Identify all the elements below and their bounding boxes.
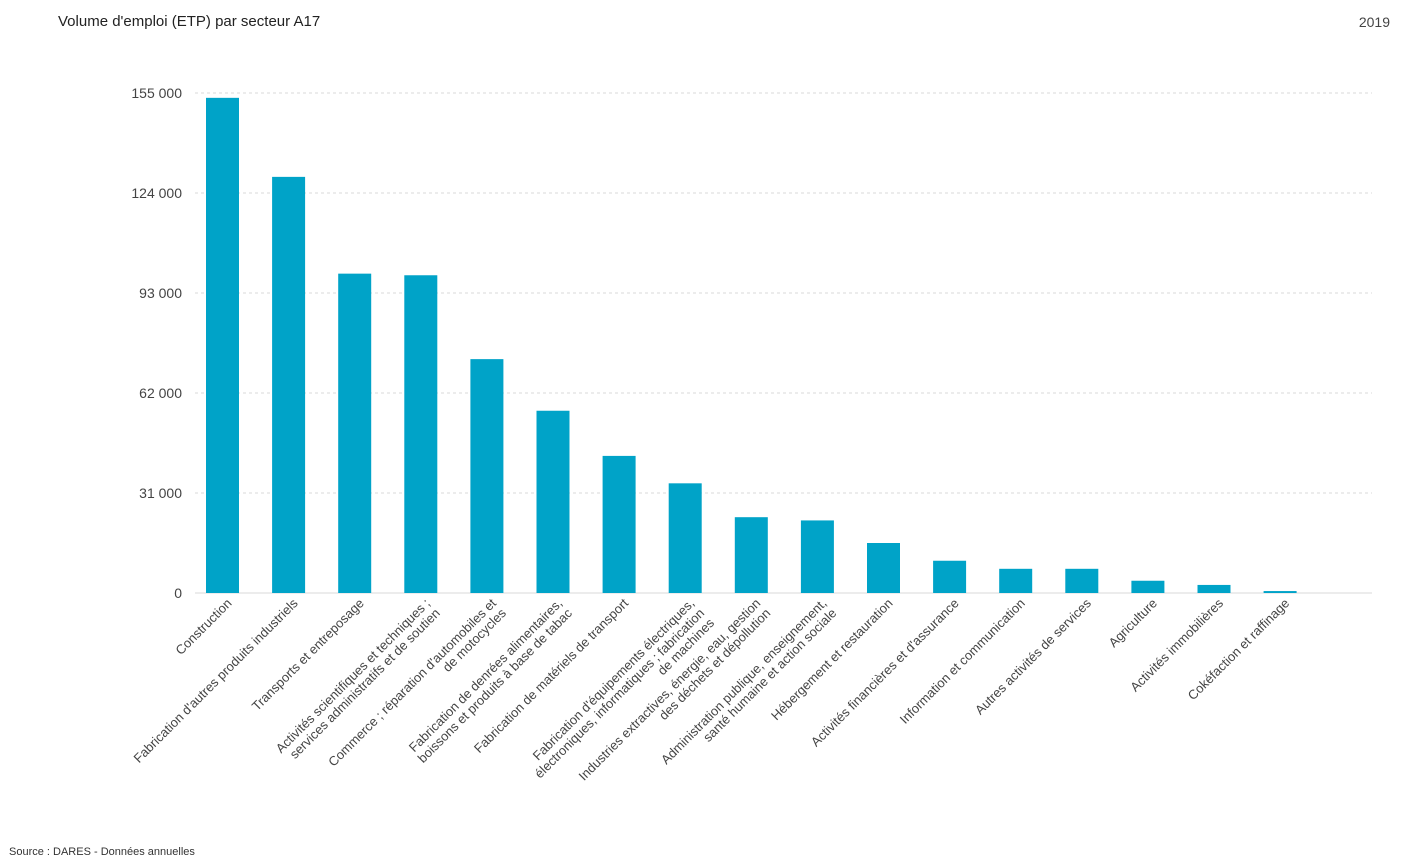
bar[interactable]: Autres activités de services [1065, 568, 1099, 593]
x-tick-label: Construction [172, 596, 234, 658]
x-tick-label: Information et communication [897, 596, 1028, 727]
bar[interactable]: Fabrication de denrées alimentaires, boi… [536, 410, 570, 593]
x-tick-label: Agriculture [1105, 596, 1160, 651]
year-label: 2019 [1358, 14, 1390, 30]
bar[interactable]: Cokéfaction et raffinage [1263, 591, 1297, 593]
y-tick-label: 31 000 [139, 485, 182, 501]
bar[interactable]: Industries extractives, énergie, eau, ge… [734, 517, 768, 593]
bar[interactable]: Fabrication de matériels de transport [602, 455, 636, 593]
source-note: Source : DARES - Données annuelles [9, 846, 195, 858]
bar[interactable]: Fabrication d'autres produits industriel… [272, 176, 306, 593]
bar[interactable]: Hébergement et restauration [867, 543, 900, 593]
chart-title: Volume d'emploi (ETP) par secteur A17 [58, 13, 321, 30]
y-axis: 0 31 000 62 000 93 000 124 000 155 000 [131, 85, 182, 601]
bars: Construction Fabrication d'autres produit… [206, 97, 1297, 593]
bar[interactable]: Transports et entreposage [338, 273, 372, 593]
bar[interactable]: Information et communication [999, 568, 1033, 593]
y-tick-label: 155 000 [131, 85, 182, 101]
y-tick-label: 62 000 [139, 385, 182, 401]
bar[interactable]: Administration publique, enseignement, s… [800, 520, 834, 593]
bar[interactable]: Activités scientifiques et techniques ; … [404, 275, 438, 593]
y-tick-label: 0 [174, 585, 182, 601]
y-tick-label: 124 000 [131, 185, 182, 201]
gridlines [195, 92, 1372, 594]
bar[interactable]: Activités immobilières [1197, 584, 1231, 593]
bar[interactable]: Agriculture [1131, 580, 1165, 593]
bar[interactable]: Construction [206, 97, 239, 593]
bar[interactable]: Activités financières et d'assurance [933, 560, 967, 593]
x-tick-label: Autres activités de services [972, 595, 1094, 717]
bar[interactable]: Fabrication d'équipements électriques, é… [668, 483, 702, 593]
y-tick-label: 93 000 [139, 285, 182, 301]
bar[interactable]: Commerce ; réparation d'automobiles et d… [470, 359, 504, 593]
